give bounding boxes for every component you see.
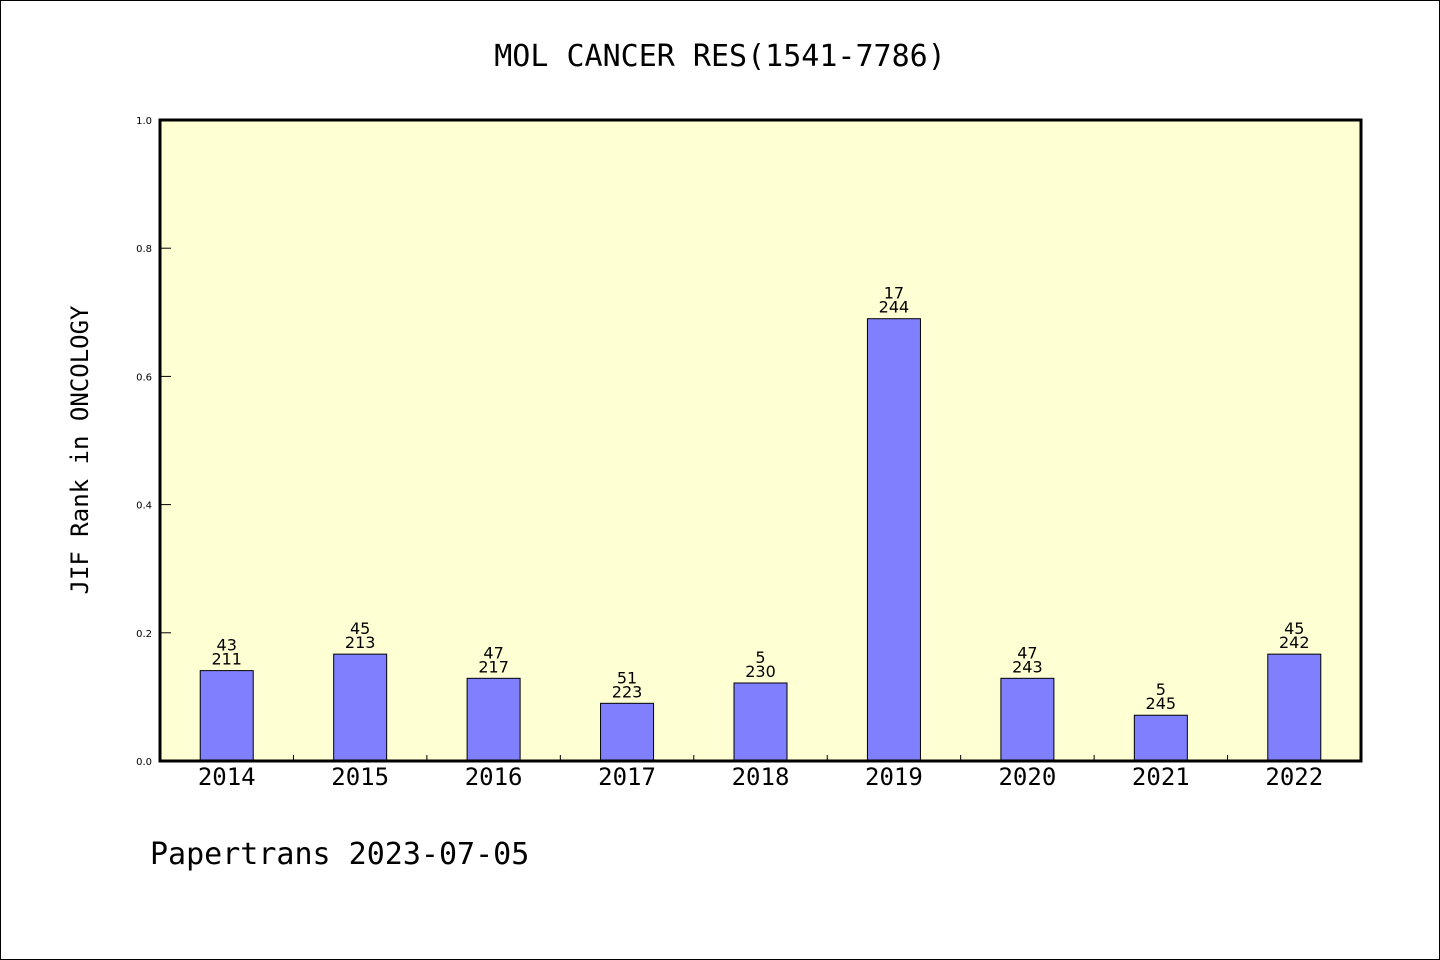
bar-rank-label: 51 (617, 668, 637, 687)
x-tick-label: 2021 (1132, 763, 1190, 791)
x-tick-label: 2016 (465, 763, 523, 791)
bars-layer (199, 318, 1322, 762)
y-tick-label: 0.2 (136, 629, 152, 640)
bar-rank-label: 43 (217, 636, 237, 655)
bar-total-label: 245 (1146, 694, 1177, 713)
bar-total-label: 217 (478, 657, 509, 676)
bar-2022 (1267, 653, 1322, 762)
bar-2016 (466, 677, 521, 762)
bar-2014 (199, 670, 254, 762)
bar-rank-label: 45 (350, 619, 370, 638)
x-tick-label: 2022 (1265, 763, 1323, 791)
labels-layer: 0.00.20.40.60.81.02014432112015452132016… (136, 116, 1323, 791)
y-tick-label: 0.0 (136, 757, 152, 768)
bar-total-label: 244 (879, 298, 910, 317)
bar-total-label: 242 (1279, 633, 1310, 652)
bar-rank-label: 5 (755, 648, 765, 667)
x-tick-label: 2019 (865, 763, 923, 791)
x-tick-label: 2014 (198, 763, 256, 791)
bar-2017 (600, 702, 655, 762)
bar-total-label: 243 (1012, 657, 1043, 676)
bar-2019 (866, 318, 921, 762)
bar-rank-label: 17 (884, 284, 904, 303)
x-tick-label: 2015 (331, 763, 389, 791)
bar-rank-label: 5 (1156, 680, 1166, 699)
bar-rank-label: 45 (1284, 619, 1304, 638)
y-tick-label: 0.6 (136, 372, 152, 383)
chart-title: MOL CANCER RES(1541-7786) (494, 39, 946, 74)
footer-credit: Papertrans 2023-07-05 (150, 837, 529, 872)
x-tick-label: 2017 (598, 763, 656, 791)
bar-2020 (1000, 677, 1055, 762)
y-tick-label: 0.4 (136, 501, 152, 512)
plot-border (158, 118, 1363, 763)
bar-total-label: 213 (345, 633, 376, 652)
x-tick-label: 2020 (998, 763, 1056, 791)
bar-total-label: 223 (612, 682, 643, 701)
bar-2018 (733, 682, 788, 762)
bar-rank-label: 47 (483, 643, 503, 662)
x-tick-label: 2018 (732, 763, 790, 791)
bar-rank-label: 47 (1017, 643, 1037, 662)
y-tick-label: 0.8 (136, 244, 152, 255)
bar-2021 (1133, 714, 1188, 762)
y-tick-label: 1.0 (136, 116, 152, 127)
y-axis-label: JIF Rank in ONCOLOGY (66, 305, 94, 595)
bar-total-label: 230 (745, 662, 776, 681)
bar-2015 (333, 653, 388, 762)
bar-total-label: 211 (211, 650, 242, 669)
